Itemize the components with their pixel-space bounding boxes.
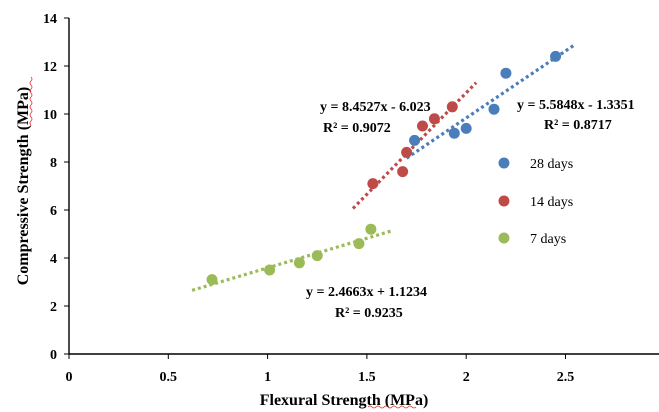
point-28-days (500, 67, 512, 79)
point-7-days (311, 250, 323, 262)
x-tick-label: 0.5 (160, 370, 178, 385)
spellcheck-underline-x (367, 405, 417, 409)
point-28-days (448, 127, 460, 139)
ticks: 0 0.5 1 1.5 2 2.5 0 2 4 6 8 10 12 14 (43, 12, 574, 385)
y-tick-label: 2 (50, 300, 57, 315)
legend-marker-14-days (498, 195, 510, 207)
y-tick-label: 14 (43, 12, 57, 27)
legend-label-7-days: 7 days (530, 232, 566, 247)
y-tick-label: 0 (50, 348, 57, 363)
equation-7-days-formula: y = 2.4663x + 1.1234 (306, 285, 427, 300)
y-tick-label: 4 (50, 252, 57, 267)
point-28-days (460, 122, 472, 134)
point-28-days (550, 50, 562, 62)
y-tick-label: 6 (50, 204, 57, 219)
y-tick-label: 12 (43, 60, 57, 75)
point-7-days (206, 274, 218, 286)
y-axis-title: Compressive Strength (MPa) (15, 87, 32, 286)
equation-14-days-r2: R² = 0.9072 (323, 121, 391, 136)
x-tick-label: 0 (66, 370, 73, 385)
point-7-days (293, 257, 305, 269)
equation-28-days-formula: y = 5.5848x - 1.3351 (517, 98, 635, 113)
trendlines (191, 42, 577, 292)
equation-28-days-r2: R² = 0.8717 (544, 118, 612, 133)
legend: 28 days 14 days 7 days (498, 157, 573, 247)
equation-14-days-formula: y = 8.4527x - 6.023 (320, 100, 431, 115)
point-14-days (417, 120, 429, 132)
y-tick-label: 8 (50, 156, 57, 171)
x-tick-label: 1 (264, 370, 271, 385)
point-14-days (367, 178, 379, 190)
legend-marker-28-days (498, 157, 510, 169)
point-28-days (409, 134, 421, 146)
equation-28-days: y = 5.5848x - 1.3351 R² = 0.8717 (517, 98, 635, 133)
trendline-28-days (405, 42, 577, 160)
x-tick-label: 2 (463, 370, 470, 385)
legend-marker-7-days (498, 232, 510, 244)
equation-7-days-r2: R² = 0.9235 (335, 306, 403, 321)
point-14-days (446, 101, 458, 113)
point-14-days (428, 113, 440, 125)
point-14-days (397, 166, 409, 178)
trendline-7-days (191, 229, 392, 292)
axes (68, 18, 659, 355)
point-14-days (401, 146, 413, 158)
point-7-days (365, 223, 377, 235)
x-tick-label: 1.5 (358, 370, 376, 385)
point-7-days (264, 264, 276, 276)
spellcheck-underline-y (29, 76, 33, 126)
legend-label-28-days: 28 days (530, 157, 573, 172)
x-tick-label: 2.5 (557, 370, 575, 385)
equation-14-days: y = 8.4527x - 6.023 R² = 0.9072 (320, 100, 431, 136)
y-tick-label: 10 (43, 108, 57, 123)
x-axis-title: Flexural Strength (MPa) (260, 392, 429, 409)
legend-label-14-days: 14 days (530, 195, 573, 210)
data-points (206, 50, 562, 286)
equation-7-days: y = 2.4663x + 1.1234 R² = 0.9235 (306, 285, 427, 321)
point-7-days (353, 238, 365, 250)
point-28-days (488, 103, 500, 115)
